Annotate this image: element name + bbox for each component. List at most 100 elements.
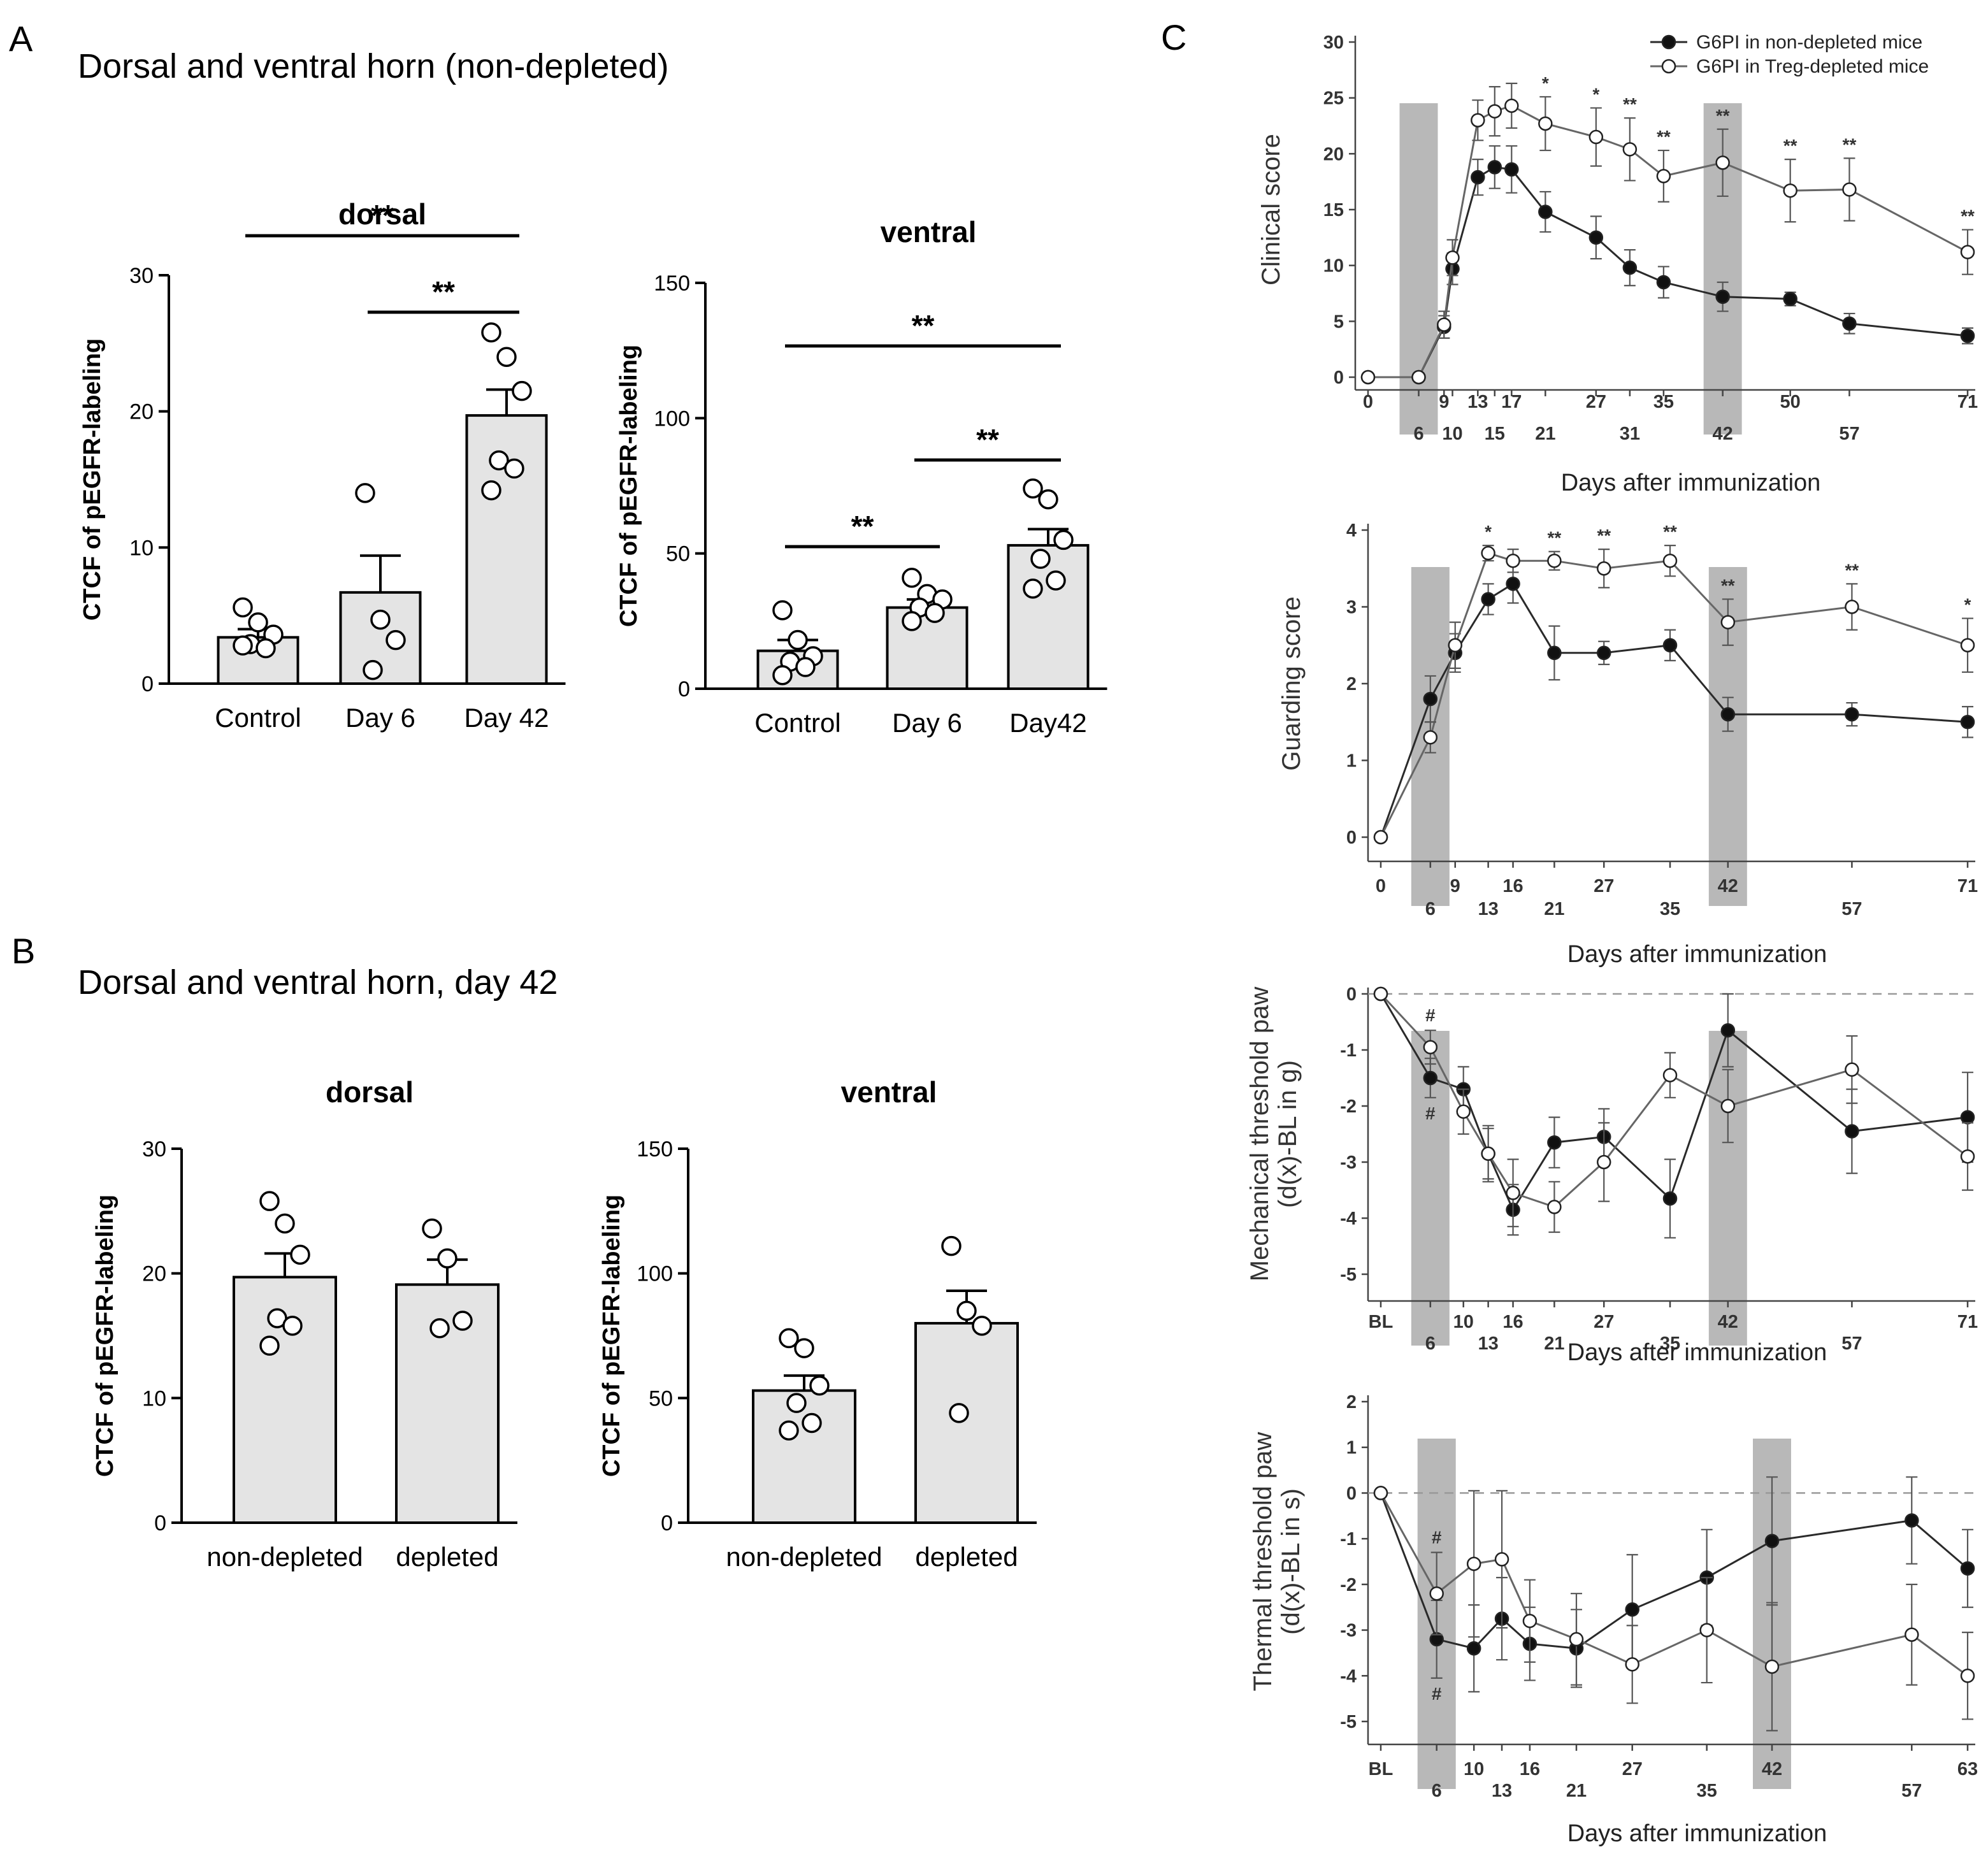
panel-letter-c: C	[1161, 17, 1186, 57]
x-tick-label: 42	[1718, 876, 1738, 896]
y-tick-label: 5	[1334, 312, 1344, 332]
data-point	[1373, 1486, 1388, 1500]
series-line	[1379, 993, 1968, 1209]
y-tick-label: -4	[1340, 1209, 1357, 1229]
significance-label: **	[1548, 528, 1562, 548]
data-point	[1845, 1062, 1859, 1077]
data-point	[259, 1191, 280, 1211]
data-point	[1662, 638, 1678, 652]
data-point	[795, 657, 816, 677]
y-tick-label: 20	[142, 1262, 166, 1286]
y-tick-label: 150	[637, 1137, 673, 1161]
y-tick-label: 10	[1323, 256, 1344, 277]
data-point	[1960, 1561, 1975, 1576]
y-tick-label: 20	[1323, 144, 1344, 164]
y-tick-label: 0	[1346, 1483, 1357, 1504]
significance-label: **	[1623, 94, 1637, 114]
x-tick-label: 16	[1520, 1759, 1540, 1779]
y-tick-label: 3	[1346, 598, 1357, 618]
category-label: Day 6	[345, 703, 415, 733]
x-tick-label: 27	[1622, 1759, 1643, 1779]
data-point	[1596, 1154, 1611, 1170]
data-point	[1783, 292, 1797, 306]
data-point	[1588, 230, 1604, 245]
data-point	[1423, 691, 1438, 707]
x-tick-label: 9	[1450, 876, 1460, 896]
y-tick-label: 2	[1346, 1392, 1357, 1412]
data-point	[290, 1244, 310, 1265]
significance-label: *	[1964, 595, 1971, 615]
y-tick-label: -3	[1340, 1153, 1357, 1173]
data-point	[925, 603, 945, 623]
data-point	[422, 1218, 442, 1239]
data-point	[259, 1335, 280, 1356]
significance-label: **	[1597, 526, 1611, 545]
data-point	[233, 635, 253, 656]
y-tick-label: 1	[1346, 1438, 1357, 1458]
category-label: Day42	[1009, 708, 1086, 738]
data-point	[772, 600, 793, 621]
x-tick-label: BL	[1369, 1312, 1394, 1332]
y-tick-label: 0	[1346, 984, 1357, 1005]
series-line	[1379, 1492, 1968, 1649]
chart-title: ventral	[841, 1075, 937, 1109]
data-point	[1538, 205, 1553, 219]
significance-label: **	[1843, 134, 1857, 154]
y-tick-label: -5	[1340, 1265, 1357, 1285]
x-tick-label: 21	[1544, 899, 1564, 919]
x-axis-label: Days after immunization	[1561, 470, 1821, 496]
panel-letter-b: B	[11, 931, 35, 971]
data-point	[1662, 1191, 1678, 1206]
x-tick-label: 17	[1501, 392, 1522, 412]
y-tick-label: -2	[1340, 1575, 1357, 1595]
bar	[395, 1283, 500, 1524]
data-point	[1487, 104, 1502, 119]
significance-label: #	[1432, 1684, 1442, 1704]
category-label: depleted	[396, 1542, 498, 1572]
data-point	[1423, 1070, 1438, 1086]
x-tick-label: 35	[1653, 392, 1674, 412]
data-point	[1764, 1659, 1780, 1674]
data-point	[1622, 260, 1638, 275]
y-tick-label: -2	[1340, 1096, 1357, 1117]
legend-marker	[1661, 59, 1676, 74]
data-point	[1662, 1068, 1678, 1082]
y-axis-label: Mechanical threshold paw	[1246, 987, 1274, 1282]
x-tick-label: 10	[1464, 1759, 1484, 1779]
data-point	[1547, 553, 1562, 568]
x-tick-label: 16	[1502, 1312, 1523, 1332]
category-label: depleted	[915, 1542, 1018, 1572]
legend-marker	[1661, 34, 1676, 50]
bar-chart-a-dorsal: dorsal 0 10 20 30 CTCF of pEGFR-labeling Contr…	[79, 198, 566, 733]
bar-chart-b-dorsal: dorsal 0 10 20 30 CTCF of pEGFR-labeling non-d…	[92, 1075, 517, 1572]
significance-label: #	[1432, 1528, 1442, 1548]
x-tick-label: 35	[1697, 1781, 1717, 1801]
data-point	[1538, 116, 1553, 131]
data-point	[437, 1248, 457, 1268]
y-tick-label: 10	[129, 536, 154, 560]
panel-letter-a: A	[9, 18, 33, 59]
data-point	[1053, 529, 1074, 550]
bar-chart-b-ventral: ventral 0 50 100 150 CTCF of pEGFR-labeling no…	[598, 1075, 1037, 1572]
x-tick-label: 57	[1901, 1781, 1922, 1801]
data-point	[363, 659, 383, 680]
data-point	[1662, 553, 1678, 568]
data-point	[1046, 570, 1066, 591]
y-tick-label: 100	[637, 1262, 673, 1286]
data-point	[1373, 986, 1388, 1002]
y-tick-label: 15	[1323, 200, 1344, 220]
data-point	[1481, 592, 1495, 607]
y-axis-label: Thermal threshold paw	[1249, 1432, 1277, 1691]
x-tick-label: 71	[1957, 876, 1978, 896]
data-point	[1445, 250, 1460, 265]
bar	[886, 606, 969, 690]
significance-label: *	[1485, 522, 1492, 542]
data-point	[429, 1318, 450, 1339]
data-point	[1905, 1513, 1919, 1528]
y-tick-label: 25	[1323, 89, 1344, 109]
data-point	[1448, 638, 1462, 652]
y-tick-label: 50	[666, 542, 690, 566]
x-tick-label: 35	[1660, 899, 1680, 919]
significance-label: #	[1425, 1005, 1436, 1025]
y-tick-label: 0	[141, 672, 154, 696]
